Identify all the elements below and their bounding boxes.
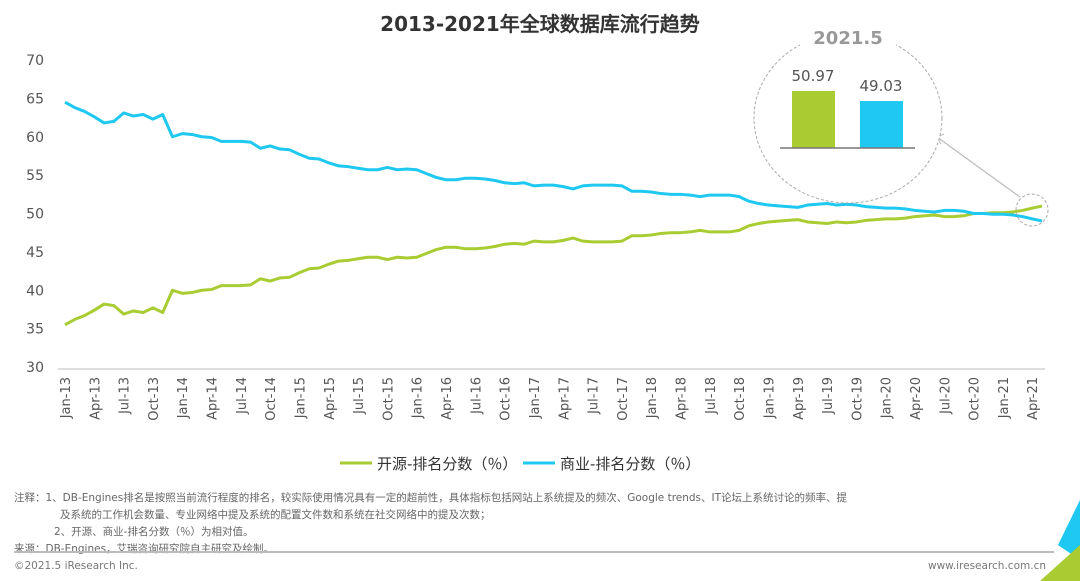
inset-bar	[860, 101, 903, 148]
x-tick-label: Jul-20	[938, 377, 953, 415]
x-tick-label: Jan-19	[762, 377, 777, 419]
x-tick-label: Oct-15	[381, 377, 396, 421]
inset-bar-label: 49.03	[860, 77, 903, 95]
x-tick-label: Jan-14	[176, 377, 191, 419]
x-tick-label: Oct-14	[264, 377, 279, 421]
source-note: 来源：DB-Engines，艾瑞咨询研究院自主研究及绘制。	[14, 543, 275, 555]
x-tick-label: Oct-16	[499, 377, 514, 421]
x-tick-label: Jul-18	[704, 377, 719, 415]
x-tick-label: Oct-19	[850, 377, 865, 421]
legend-label: 开源-排名分数（％）	[377, 455, 517, 473]
notes: 注释：1、DB-Engines排名是按照当前流行程度的排名，较实际使用情况具有一…	[14, 490, 1054, 558]
x-tick-label: Jul-14	[235, 377, 250, 415]
x-tick-label: Apr-19	[792, 377, 807, 420]
x-tick-label: Jul-15	[352, 377, 367, 415]
x-tick-label: Jan-18	[645, 377, 660, 419]
x-tick-label: Oct-20	[968, 377, 983, 421]
x-tick-label: Apr-13	[88, 377, 103, 420]
x-tick-label: Apr-14	[206, 377, 221, 420]
x-tick-label: Jan-20	[880, 377, 895, 419]
x-tick-label: Apr-16	[440, 377, 455, 420]
x-tick-label: Oct-17	[616, 377, 631, 421]
inset-bar	[792, 90, 835, 148]
x-tick-label: Jan-17	[528, 377, 543, 419]
chart-title: 2013-2021年全球数据库流行趋势	[380, 12, 700, 36]
y-tick-label: 30	[26, 360, 44, 376]
x-tick-label: Jul-16	[469, 377, 484, 415]
x-tick-label: Apr-15	[323, 377, 338, 420]
y-tick-label: 50	[26, 207, 44, 223]
x-tick-label: Jan-21	[997, 377, 1012, 419]
website: www.iresearch.com.cn	[927, 560, 1046, 572]
x-tick-label: Apr-17	[557, 377, 572, 420]
corner-decoration	[1040, 545, 1080, 581]
x-tick-label: Jan-13	[59, 377, 74, 419]
x-tick-label: Jan-16	[411, 377, 426, 419]
series-line-open-source	[64, 204, 1043, 327]
inset-title: 2021.5	[813, 28, 882, 49]
x-tick-label: Jan-15	[293, 377, 308, 419]
inset-bar-label: 50.97	[792, 67, 835, 85]
x-tick-label: Oct-18	[733, 377, 748, 421]
x-tick-label: Apr-21	[1026, 377, 1041, 420]
y-tick-label: 35	[26, 322, 44, 338]
inset-title-bg	[800, 25, 896, 49]
legend-label: 商业-排名分数（％）	[560, 455, 700, 473]
y-tick-label: 45	[26, 245, 44, 261]
x-tick-label: Oct-13	[147, 377, 162, 421]
note-1: 注释：1、DB-Engines排名是按照当前流行程度的排名，较实际使用情况具有一…	[14, 492, 848, 504]
y-tick-label: 60	[26, 130, 44, 146]
note-2: 2、开源、商业-排名分数（％）为相对值。	[54, 526, 254, 538]
x-tick-label: Jul-19	[821, 377, 836, 415]
inset-circle	[753, 32, 943, 204]
y-tick-label: 55	[26, 168, 44, 184]
corner-decoration	[1058, 500, 1080, 560]
highlight-circle	[1015, 193, 1049, 227]
y-tick-label: 40	[26, 283, 44, 299]
copyright: ©2021.5 iResearch Inc.	[14, 560, 138, 572]
series-line-commercial	[64, 100, 1043, 223]
x-tick-label: Jul-13	[118, 377, 133, 415]
arrow-line	[936, 136, 1021, 198]
y-tick-label: 70	[26, 53, 44, 69]
x-tick-label: Jul-17	[587, 377, 602, 415]
x-tick-label: Apr-18	[675, 377, 690, 420]
note-1-cont: 及系统的工作机会数量、专业网络中提及系统的配置文件数和系统在社交网络中的提及次数…	[60, 509, 491, 521]
footer-divider	[14, 551, 1054, 553]
x-tick-label: Apr-20	[909, 377, 924, 420]
y-tick-label: 65	[26, 91, 44, 107]
